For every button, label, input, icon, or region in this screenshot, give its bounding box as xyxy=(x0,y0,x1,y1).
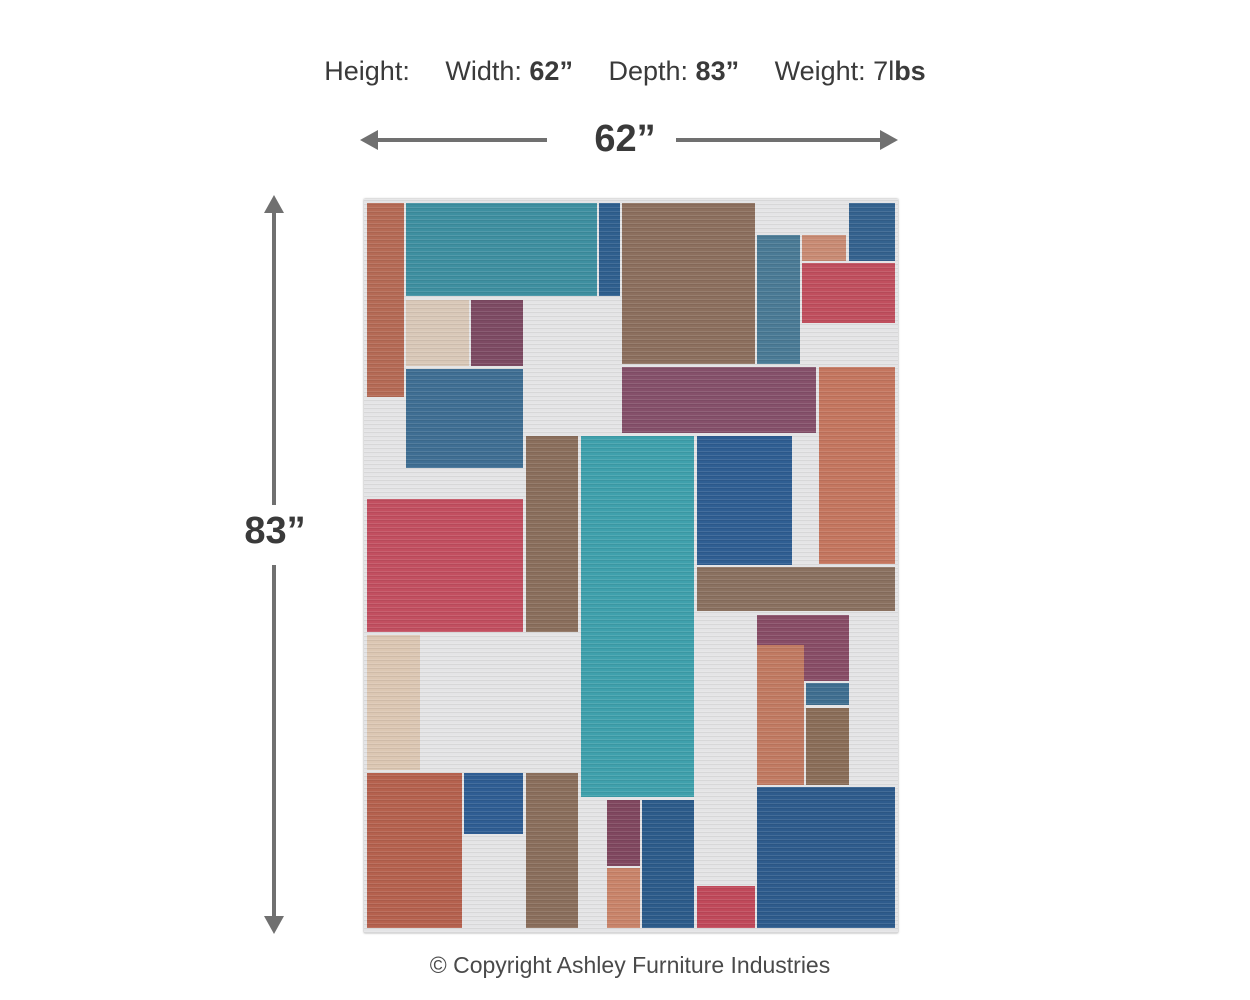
weight-value: 7l xyxy=(873,56,895,86)
rug-pattern-block xyxy=(757,787,895,928)
rug-pattern-block xyxy=(802,235,846,261)
rug-pattern-block xyxy=(642,800,694,928)
depth-value: 83” xyxy=(695,56,740,86)
rug-pattern-block xyxy=(607,868,640,928)
rug-pattern-block xyxy=(622,203,755,364)
copyright-text: © Copyright Ashley Furniture Industries xyxy=(429,952,831,978)
weight-label: Weight: xyxy=(774,56,866,86)
rug-pattern-block xyxy=(622,367,816,433)
rug-pattern-block xyxy=(802,263,895,323)
rug-pattern-block xyxy=(806,708,849,785)
weight-unit: bs xyxy=(894,56,926,86)
rug-pattern-block xyxy=(406,203,597,296)
rug-pattern-block xyxy=(406,300,469,366)
rug-pattern-block xyxy=(757,645,804,785)
depth-label: Depth: xyxy=(608,56,689,86)
rug-pattern-block xyxy=(367,203,404,397)
depth-spec: Depth: 83” xyxy=(608,56,739,86)
rug-pattern-block xyxy=(819,367,895,564)
rug-pattern-block xyxy=(757,235,800,364)
width-dimension-label: 62” xyxy=(594,118,656,160)
weight-spec: Weight: 7lbs xyxy=(775,56,926,86)
width-arrow-left-line xyxy=(375,138,547,142)
rug-pattern-block xyxy=(526,773,578,928)
rug-pattern-block xyxy=(367,773,462,928)
rug-pattern-block xyxy=(581,436,694,797)
rug-pattern-block xyxy=(406,369,523,468)
width-spec: Width: 62” xyxy=(445,56,573,86)
rug-pattern-block xyxy=(697,436,792,565)
rug-pattern-block xyxy=(697,886,755,928)
width-label: Width: xyxy=(445,56,522,86)
rug-pattern-block xyxy=(367,499,523,632)
rug-pattern-block xyxy=(607,800,640,866)
dimension-specs: Height: Width: 62” Depth: 83” Weight: 7l… xyxy=(0,56,1250,87)
arrow-right-icon xyxy=(880,130,898,150)
rug-pattern-block xyxy=(471,300,523,366)
arrow-down-icon xyxy=(264,916,284,934)
width-value: 62” xyxy=(529,56,573,86)
arrow-up-icon xyxy=(264,195,284,213)
rug-product-image xyxy=(364,199,898,933)
rug-pattern-block xyxy=(526,436,578,632)
height-spec: Height: xyxy=(324,56,410,86)
rug-pattern-block xyxy=(464,773,523,834)
height-dimension-label: 83” xyxy=(244,510,306,552)
height-label: Height: xyxy=(324,56,410,86)
rug-pattern-block xyxy=(367,635,420,770)
rug-pattern-block xyxy=(849,203,895,261)
width-arrow-right-line xyxy=(676,138,884,142)
arrow-left-icon xyxy=(360,130,378,150)
rug-pattern-block xyxy=(806,683,849,705)
rug-pattern-block xyxy=(599,203,620,296)
height-arrow-bottom-line xyxy=(272,565,276,920)
height-arrow-top-line xyxy=(272,210,276,505)
rug-pattern-block xyxy=(697,567,895,611)
